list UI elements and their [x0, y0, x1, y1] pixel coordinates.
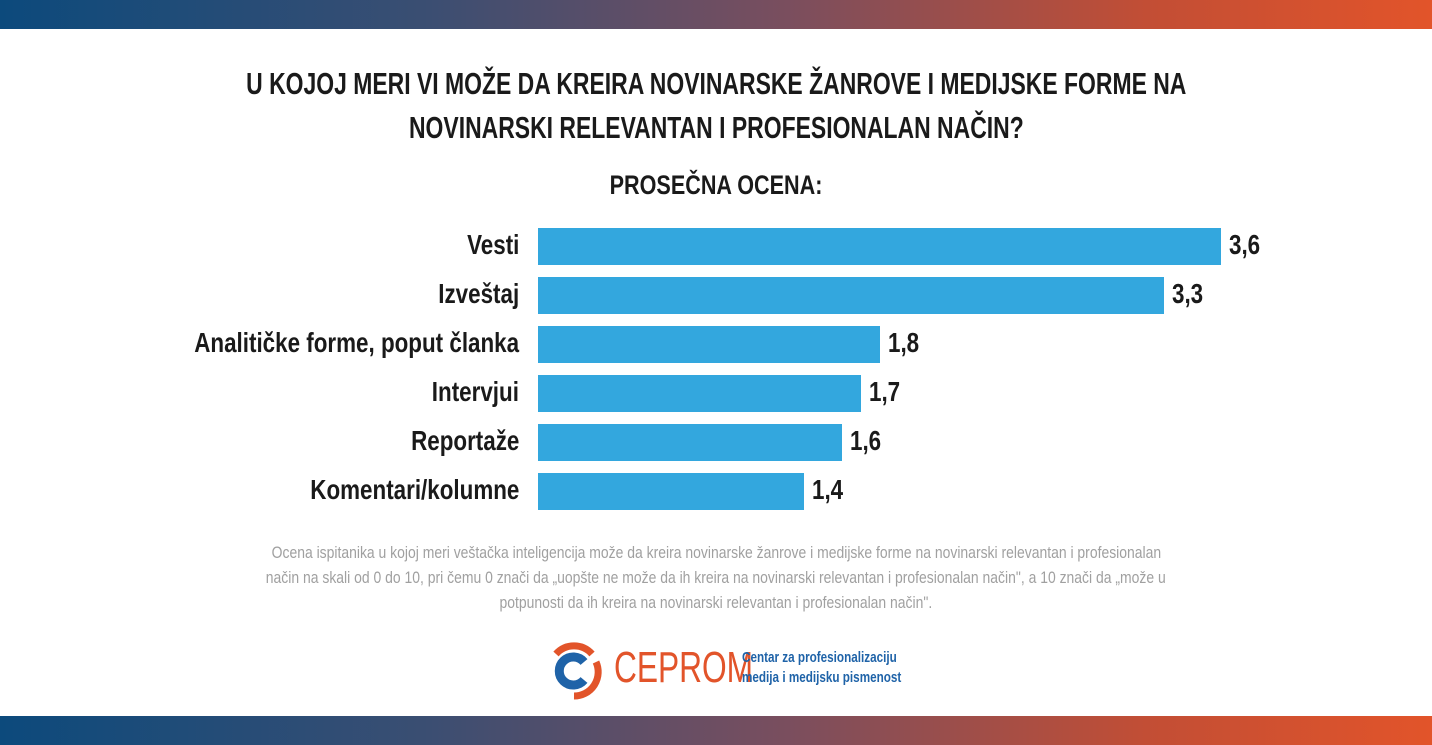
chart-subtitle: PROSEČNA OCENA: [0, 170, 1432, 201]
ceprom-logo-icon [553, 642, 602, 700]
footnote-line: Ocena ispitanika u kojoj meri veštačka i… [271, 543, 1161, 562]
footnote: Ocena ispitanika u kojoj meri veštačka i… [150, 540, 1282, 615]
title-line-2: NOVINARSKI RELEVANTAN I PROFESIONALAN NA… [408, 110, 1024, 145]
subtitle-text: PROSEČNA OCENA: [609, 170, 823, 200]
category-label: Komentari/kolumne [309, 474, 519, 505]
footnote-line: način na skali od 0 do 10, pri čemu 0 zn… [266, 568, 1166, 587]
value-label: 1,7 [868, 376, 900, 407]
chart-title: U KOJOJ MERI VI MOŽE DA KREIRA NOVINARSK… [0, 62, 1432, 150]
bar [538, 424, 842, 461]
category-label: Vesti [466, 229, 519, 260]
logo-wordmark: CEPROM [614, 643, 754, 692]
value-label: 3,3 [1172, 278, 1204, 309]
logo-tagline: Centar za profesionalizaciju medija i me… [742, 648, 901, 688]
tagline-line: Centar za profesionalizaciju [742, 649, 897, 666]
bar [538, 326, 880, 363]
title-line-1: U KOJOJ MERI VI MOŽE DA KREIRA NOVINARSK… [245, 66, 1187, 101]
top-gradient-band [0, 0, 1432, 29]
category-label: Intervjui [431, 376, 519, 407]
value-label: 1,4 [811, 474, 843, 505]
bar [538, 228, 1221, 265]
tagline-line: medija i medijsku pismenost [742, 669, 902, 686]
category-label: Izveštaj [438, 278, 519, 309]
category-label: Reportaže [410, 425, 519, 456]
bar [538, 277, 1165, 314]
value-label: 3,6 [1229, 229, 1261, 260]
category-label: Analitičke forme, poput članka [194, 327, 519, 358]
value-label: 1,8 [887, 327, 919, 358]
value-label: 1,6 [849, 425, 881, 456]
bar [538, 473, 804, 510]
bottom-gradient-band [0, 716, 1432, 745]
bar [538, 375, 861, 412]
footnote-line: potpunosti da ih kreira na novinarski re… [499, 593, 933, 612]
